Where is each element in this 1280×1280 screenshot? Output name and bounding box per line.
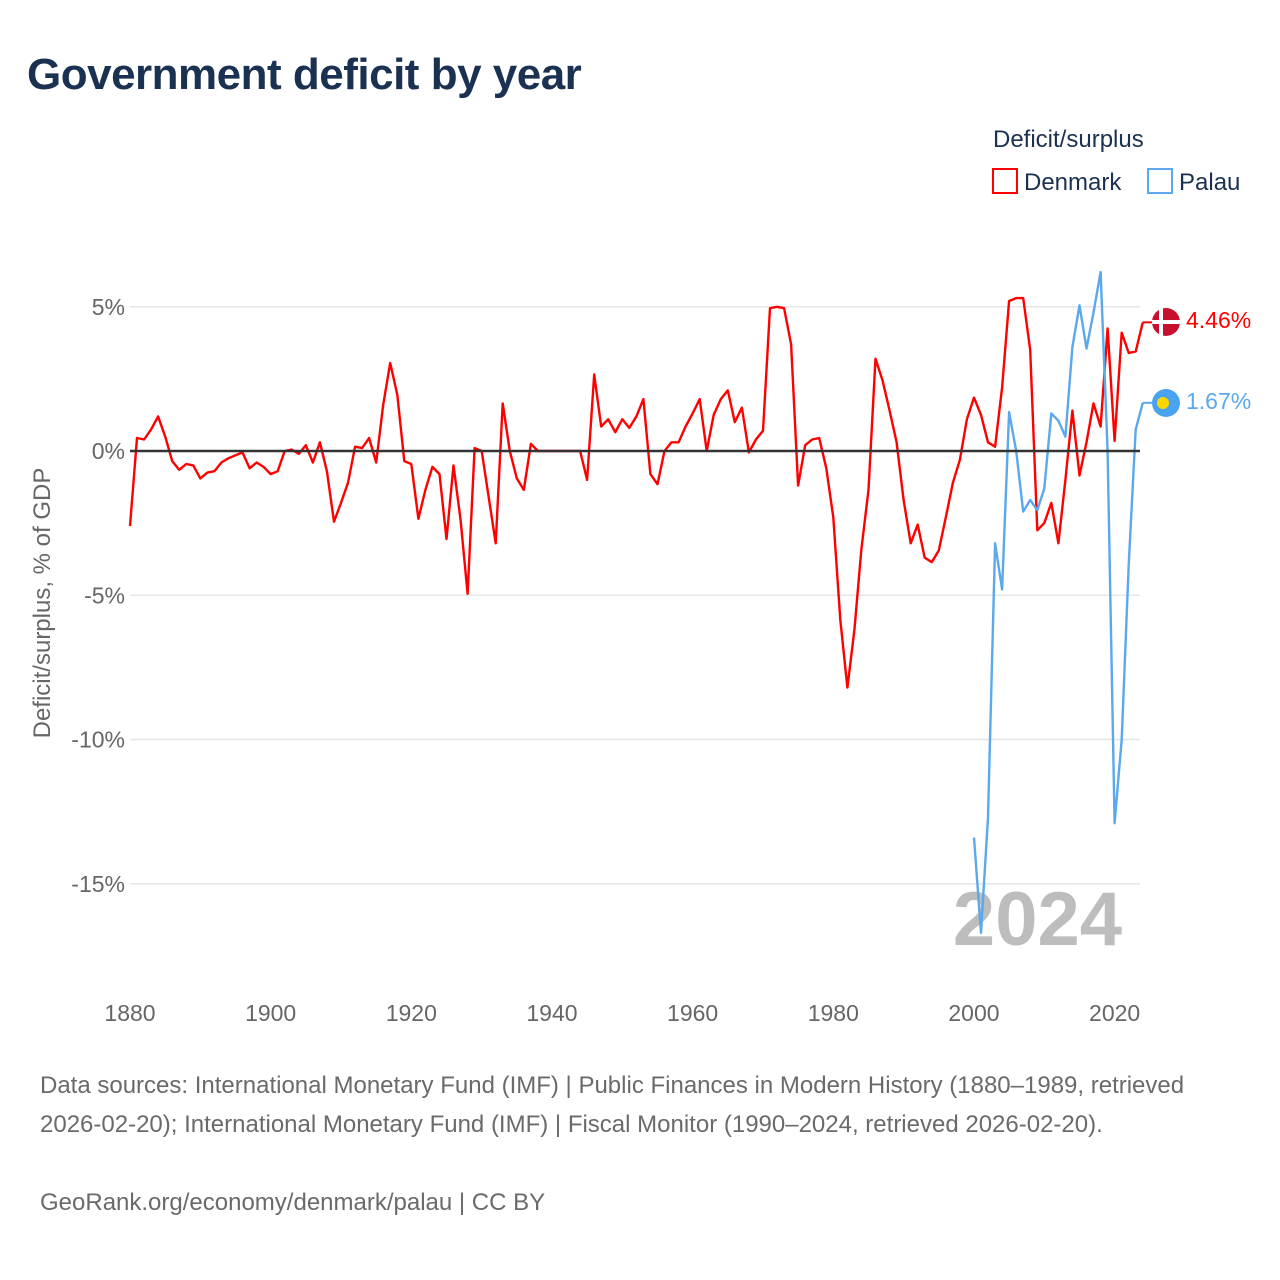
palau-end-label: 1.67% [1186,388,1251,414]
denmark-flag-icon [1152,308,1180,336]
legend: Deficit/surplus Denmark Palau [992,126,1240,196]
palau-flag-icon [1152,389,1180,417]
legend-item-palau[interactable]: Palau [1147,168,1240,196]
denmark-end-label: 4.46% [1186,307,1251,333]
x-tick-label: 1960 [667,1000,718,1026]
x-tick-label: 1940 [526,1000,577,1026]
x-tick-label: 2000 [948,1000,999,1026]
y-axis-label: Deficit/surplus, % of GDP [29,468,56,739]
legend-swatch-palau [1147,168,1173,194]
x-tick-label: 1920 [386,1000,437,1026]
data-sources: Data sources: International Monetary Fun… [40,1072,1185,1138]
x-tick-label: 1880 [104,1000,155,1026]
legend-item-denmark[interactable]: Denmark [992,168,1122,196]
y-tick-label: -10% [71,727,125,753]
x-tick-label: 1900 [245,1000,296,1026]
y-tick-label: 0% [92,438,125,464]
x-tick-label: 1980 [808,1000,859,1026]
y-tick-label: -5% [84,582,125,608]
credit-link[interactable]: GeoRank.org/economy/denmark/palau | CC B… [40,1189,546,1216]
x-tick-label: 2020 [1089,1000,1140,1026]
y-tick-label: 5% [92,294,125,320]
legend-label-denmark: Denmark [1024,169,1122,196]
series-line-palau [972,270,1144,934]
y-tick-label: -15% [71,871,125,897]
legend-title: Deficit/surplus [993,126,1144,153]
legend-label-palau: Palau [1179,169,1240,196]
denmark-end-marker: 4.46% [1152,307,1251,336]
palau-end-marker: 1.67% [1152,388,1251,417]
legend-swatch-denmark [992,168,1018,194]
chart-title: Government deficit by year [27,50,582,99]
series-line-denmark [128,296,1144,689]
